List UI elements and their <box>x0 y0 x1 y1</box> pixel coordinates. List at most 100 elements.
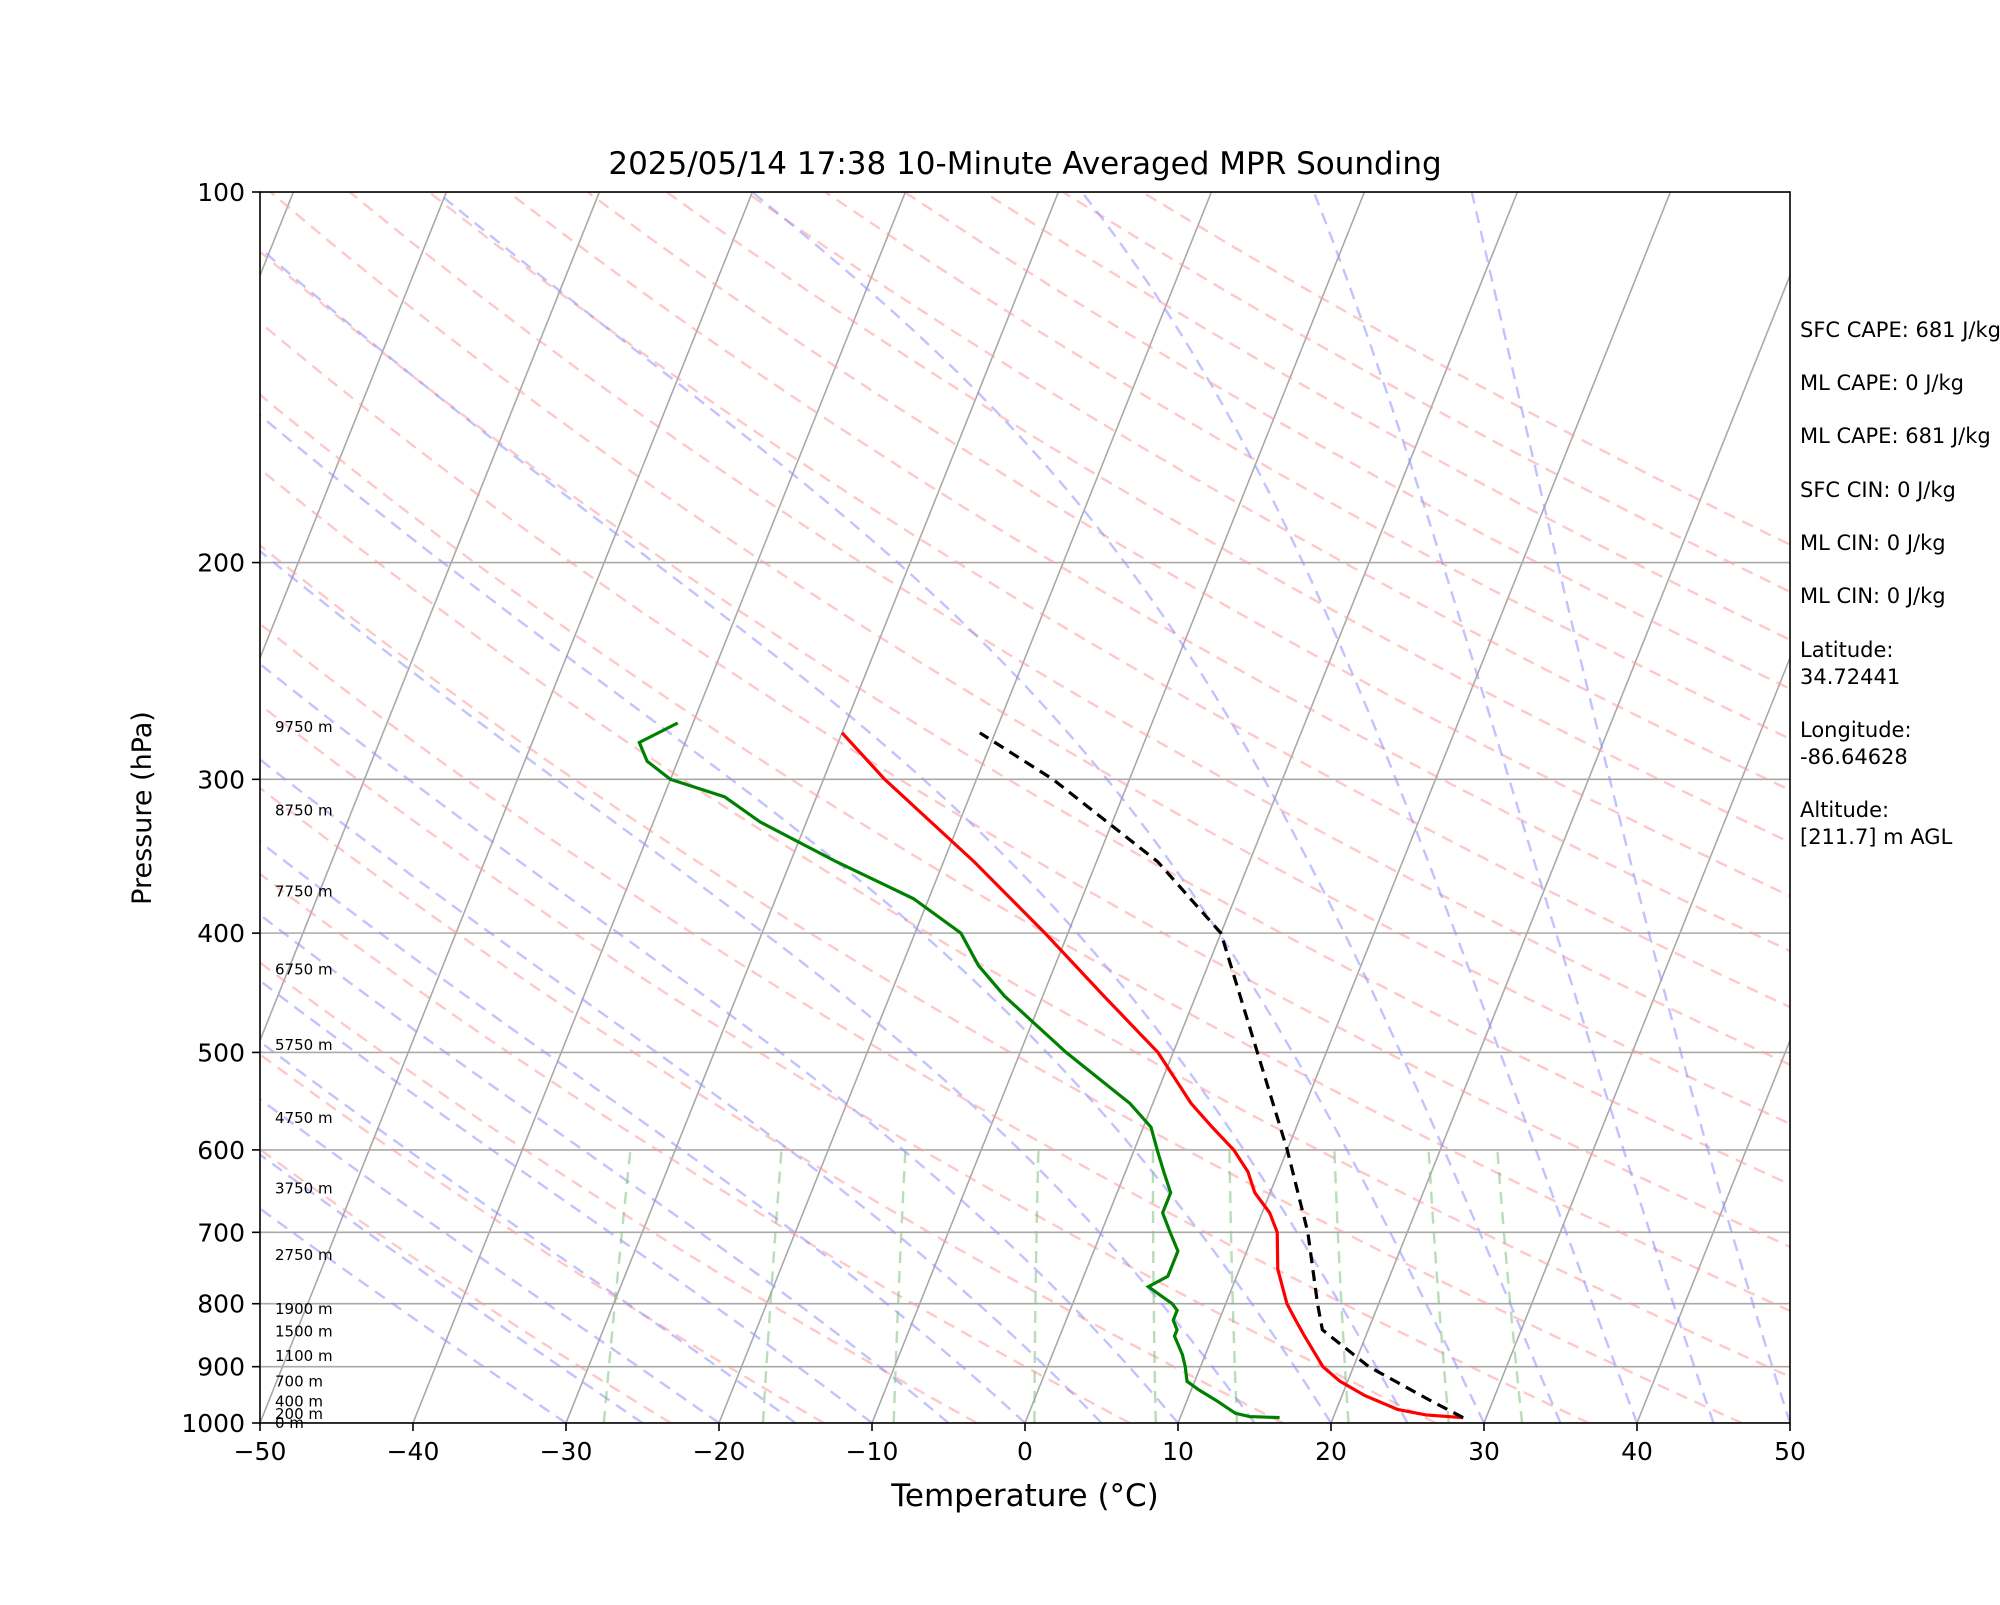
profile-series-0 <box>840 731 1464 1420</box>
x-tick-label: −10 <box>846 1437 899 1466</box>
dry-adiabat-line <box>260 622 1590 1423</box>
dry-adiabat-line <box>260 1052 825 1423</box>
y-tick-label: 600 <box>197 1136 245 1165</box>
height-label: 1100 m <box>275 1347 333 1365</box>
ml-cape-text: ML CAPE: 0 J/kg <box>1800 371 1964 395</box>
height-label: 7750 m <box>275 882 333 900</box>
x-tick-label: 20 <box>1315 1437 1347 1466</box>
moist-adiabat-line <box>260 413 1333 1423</box>
dry-adiabat-line <box>260 320 1790 1249</box>
y-tick-label: 700 <box>197 1218 245 1247</box>
mixing-ratio-line <box>1033 1149 1040 1423</box>
y-tick-label: 100 <box>197 178 245 207</box>
height-label: 1900 m <box>275 1300 333 1318</box>
height-label: 700 m <box>275 1372 323 1390</box>
height-label: 1500 m <box>275 1323 333 1341</box>
x-axis-label: Temperature (°C) <box>890 1478 1159 1514</box>
moist-adiabat-line <box>1312 192 1715 1423</box>
y-tick-label: 400 <box>197 919 245 948</box>
isotherm-line <box>1024 192 1519 1423</box>
x-tick-label: 40 <box>1621 1437 1653 1466</box>
isotherm-line <box>1636 1038 1790 1423</box>
dry-adiabat-line <box>269 192 1790 1126</box>
isotherm-line <box>871 192 1366 1423</box>
dry-adiabat-line <box>586 192 1790 898</box>
moist-adiabat-line <box>260 1207 567 1423</box>
moist-adiabat-line <box>260 549 1256 1423</box>
isotherm-line <box>0 192 140 1423</box>
ml-cin-text: ML CIN: 0 J/kg <box>1800 531 1946 555</box>
dry-adiabat-line <box>260 786 1284 1423</box>
height-label: 0 m <box>275 1414 304 1432</box>
height-label: 5750 m <box>275 1036 333 1054</box>
longitude-label: Longitude: <box>1800 718 1912 742</box>
background-lines <box>0 192 1790 1423</box>
mixing-ratio-line <box>1151 1149 1157 1423</box>
ml-cape-text-2: ML CAPE: 681 J/kg <box>1800 424 1991 448</box>
y-tick-label: 1000 <box>181 1409 245 1438</box>
height-label: 6750 m <box>275 960 333 978</box>
dry-adiabat-line <box>260 467 1790 1379</box>
ml-cin-text-2: ML CIN: 0 J/kg <box>1800 584 1946 608</box>
longitude-value: -86.64628 <box>1800 745 1908 769</box>
dry-adiabat-line <box>348 192 1790 1067</box>
isotherm-line <box>1330 273 1790 1423</box>
x-tick-label: 50 <box>1774 1437 1806 1466</box>
chart-title: 2025/05/14 17:38 10-Minute Averaged MPR … <box>608 146 1441 182</box>
height-label: 3750 m <box>275 1180 333 1198</box>
latitude-value: 34.72441 <box>1800 665 1900 689</box>
x-tick-label: 30 <box>1468 1437 1500 1466</box>
height-label: 4750 m <box>275 1109 333 1127</box>
side-info-panel: SFC CAPE: 681 J/kg ML CAPE: 0 J/kg ML CA… <box>1800 318 2000 849</box>
height-label: 2750 m <box>275 1246 333 1264</box>
x-tick-label: −40 <box>387 1437 440 1466</box>
x-tick-label: 0 <box>1017 1437 1033 1466</box>
isotherm-line <box>412 192 907 1423</box>
isotherm-line <box>1483 655 1790 1423</box>
profile-series-1 <box>637 721 1280 1420</box>
dry-adiabat-line <box>260 543 1743 1423</box>
height-label: 200 m <box>275 1405 323 1423</box>
dry-adiabat-line <box>260 961 978 1423</box>
moist-adiabat-line <box>260 1040 797 1423</box>
mixing-ratio-line <box>602 1149 632 1423</box>
isotherm-line <box>565 192 1060 1423</box>
dry-adiabat-line <box>260 872 1131 1423</box>
dry-adiabat-line <box>507 192 1790 953</box>
y-tick-label: 800 <box>197 1290 245 1319</box>
height-label: 400 m <box>275 1393 323 1411</box>
moist-adiabat-line <box>260 757 1103 1423</box>
isotherm-line <box>260 192 448 661</box>
series-layer <box>637 721 1464 1420</box>
latitude-label: Latitude: <box>1800 638 1894 662</box>
y-axis: 1000 900 800 700 600 500 400 300 200 100 <box>181 178 260 1438</box>
moist-adiabat-line <box>260 662 1179 1423</box>
y-tick-label: 500 <box>197 1038 245 1067</box>
altitude-label: Altitude: <box>1800 798 1889 822</box>
y-tick-label: 900 <box>197 1353 245 1382</box>
height-label: 8750 m <box>275 801 333 819</box>
x-tick-label: −50 <box>234 1437 287 1466</box>
moist-adiabat-line <box>1080 192 1639 1423</box>
dry-adiabat-line <box>824 192 1790 741</box>
sfc-cape-text: SFC CAPE: 681 J/kg <box>1800 318 2000 342</box>
dry-adiabat-line <box>260 1147 672 1423</box>
profile-series-2 <box>978 731 1464 1420</box>
y-tick-label: 200 <box>197 549 245 578</box>
altitude-value: [211.7] m AGL <box>1800 825 1953 849</box>
isotherm-line <box>718 192 1213 1423</box>
dry-adiabat-line <box>260 393 1790 1313</box>
height-label: 9750 m <box>275 718 333 736</box>
x-tick-label: 10 <box>1162 1437 1194 1466</box>
y-tick-label: 300 <box>197 765 245 794</box>
y-axis-label: Pressure (hPa) <box>127 711 158 905</box>
sfc-cin-text: SFC CIN: 0 J/kg <box>1800 478 1956 502</box>
dry-adiabat-line <box>260 250 1790 1186</box>
x-tick-label: −20 <box>693 1437 746 1466</box>
isotherm-line <box>1177 192 1672 1423</box>
x-axis: −50 −40 −30 −20 −10 0 10 20 30 40 50 <box>234 1423 1806 1466</box>
moist-adiabat-line <box>260 246 1409 1423</box>
